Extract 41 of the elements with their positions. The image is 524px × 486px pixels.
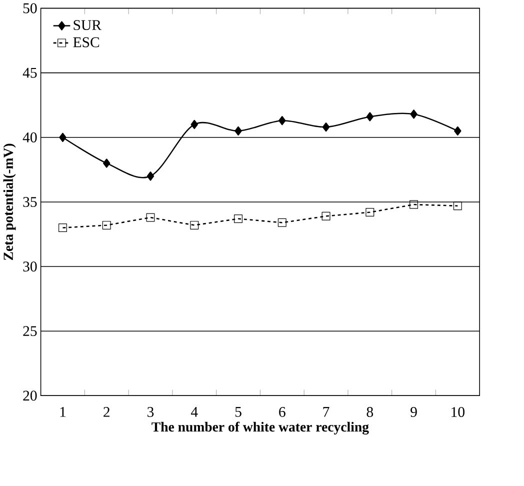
point — [366, 208, 374, 216]
point — [146, 213, 155, 222]
point — [58, 224, 67, 232]
y-tick-label: 30 — [23, 262, 37, 272]
x-tick-label: 4 — [190, 407, 198, 417]
y-tick-label: 50 — [23, 3, 37, 14]
y-tick-label: 40 — [22, 132, 37, 142]
point — [322, 212, 330, 220]
point — [102, 220, 111, 230]
x-tick-label: 8 — [366, 406, 374, 417]
y-tick-label: 20 — [23, 390, 37, 401]
x-tick-label: 5 — [235, 406, 242, 417]
point — [278, 218, 286, 227]
legend-label: ESC — [73, 37, 100, 48]
x-axis-title: The number of white water recycling — [152, 422, 369, 434]
x-tick-label: 6 — [279, 406, 286, 417]
point — [190, 120, 198, 130]
x-tick-label: 7 — [323, 406, 330, 417]
point — [190, 220, 199, 230]
point — [410, 200, 418, 209]
x-tick-label: 10 — [452, 406, 464, 417]
point — [103, 158, 110, 168]
x-tick-label: 9 — [410, 406, 417, 417]
point — [234, 126, 242, 136]
point — [366, 112, 374, 122]
point — [454, 126, 462, 136]
y-tick-label: 45 — [22, 68, 37, 78]
point — [453, 202, 462, 210]
y-tick-label: 35 — [23, 196, 37, 207]
x-tick-label: 2 — [104, 406, 110, 417]
point — [322, 122, 330, 132]
x-tick-label: 1 — [60, 406, 66, 417]
y-axis-title: Zeta potential(-mV) — [3, 144, 16, 260]
legend-label: SUR — [74, 20, 102, 30]
point — [146, 172, 154, 181]
point — [59, 132, 66, 142]
point — [278, 116, 286, 126]
point — [410, 110, 418, 119]
x-tick-label: 3 — [148, 406, 154, 417]
y-tick-label: 25 — [23, 326, 37, 336]
point — [234, 214, 242, 223]
